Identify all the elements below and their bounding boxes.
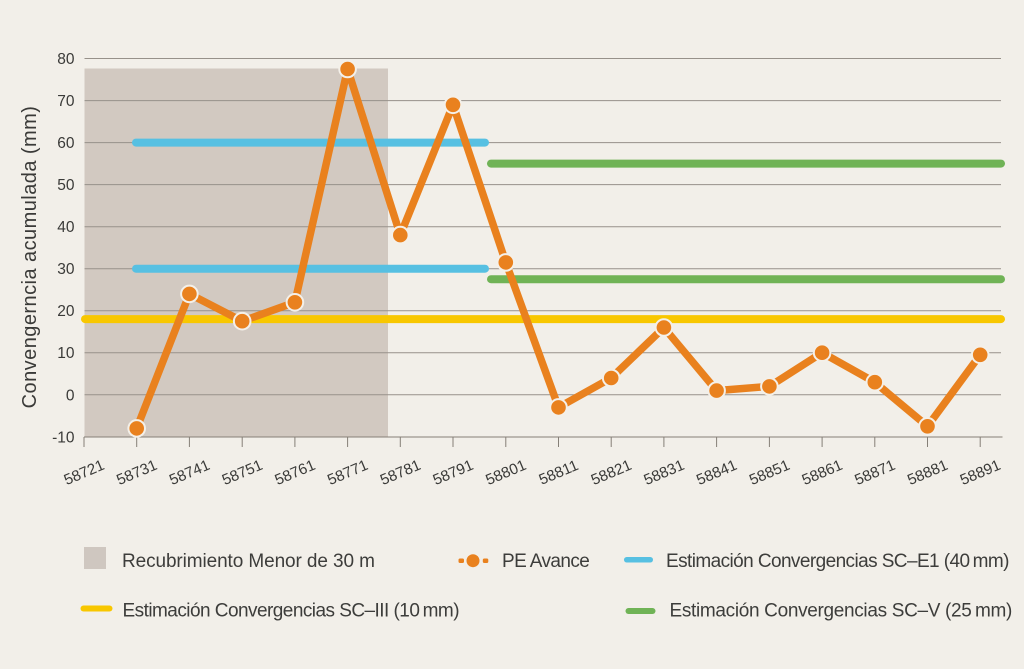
svg-text:30: 30	[57, 261, 75, 278]
svg-text:0: 0	[66, 387, 75, 404]
svg-text:80: 80	[57, 51, 75, 68]
svg-text:Estimación Convergencias SC–V: Estimación Convergencias SC–V (25 mm)	[670, 601, 1013, 622]
svg-text:Estimación Convergencias SC–II: Estimación Convergencias SC–III (10 mm)	[123, 601, 460, 622]
svg-text:40: 40	[57, 219, 75, 236]
svg-text:Estimación Convergencias SC–E1: Estimación Convergencias SC–E1 (40 mm)	[666, 551, 1009, 572]
svg-text:Convengerncia acumulada (mm): Convengerncia acumulada (mm)	[19, 106, 41, 409]
svg-text:50: 50	[57, 177, 75, 194]
svg-text:60: 60	[57, 135, 75, 152]
svg-text:PE Avance: PE Avance	[502, 551, 589, 572]
svg-text:-10: -10	[52, 429, 75, 446]
svg-text:Recubrimiento Menor de 30 m: Recubrimiento Menor de 30 m	[122, 551, 375, 572]
svg-text:20: 20	[57, 303, 75, 320]
svg-text:70: 70	[57, 93, 75, 110]
svg-text:10: 10	[57, 345, 75, 362]
